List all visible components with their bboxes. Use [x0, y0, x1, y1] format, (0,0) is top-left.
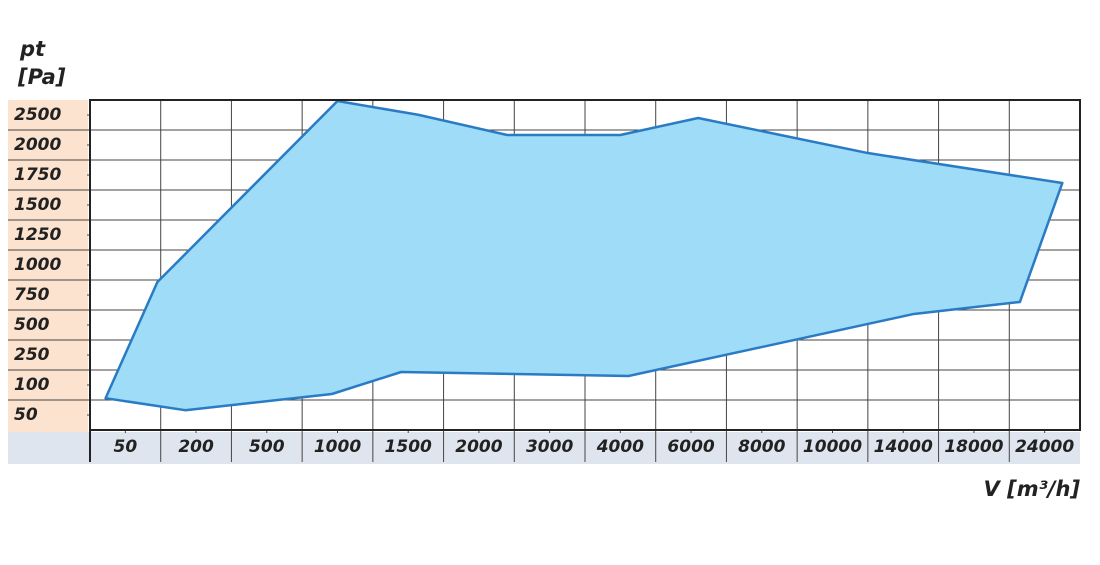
y-tick-label: 250	[14, 345, 50, 365]
x-axis-title: V [m³/h]	[984, 477, 1081, 501]
y-tick-label: 50	[14, 405, 38, 425]
y-tick-label: 2000	[14, 135, 61, 155]
y-tick-label: 1500	[14, 195, 61, 215]
x-tick-label: 10000	[803, 437, 862, 457]
x-tick-label: 18000	[944, 437, 1003, 457]
x-tick-label: 6000	[667, 437, 714, 457]
x-tick-label: 500	[249, 437, 285, 457]
y-tick-label: 1000	[14, 255, 61, 275]
y-tick-label: 1250	[14, 225, 61, 245]
x-tick-label: 200	[178, 437, 214, 457]
y-tick-label: 750	[14, 285, 50, 305]
x-tick-label: 1000	[314, 437, 361, 457]
x-tick-label: 3000	[526, 437, 573, 457]
x-tick-label: 4000	[596, 437, 644, 457]
x-tick-label: 8000	[738, 437, 785, 457]
x-tick-label: 1500	[385, 437, 432, 457]
y-tick-label: 500	[14, 315, 50, 335]
plot-frame	[89, 99, 1081, 431]
y-tick-label: 2500	[14, 105, 61, 125]
y-tick-label: 1750	[14, 165, 61, 185]
area	[104, 99, 1064, 412]
y-axis-title: pt	[19, 37, 46, 61]
x-tick-label: 2000	[455, 437, 502, 457]
x-tick-label: 14000	[874, 437, 933, 457]
x-tick-label: 50	[114, 437, 138, 457]
y-axis-unit: [Pa]	[17, 65, 66, 89]
y-label-band	[8, 100, 88, 432]
y-tick-label: 100	[14, 375, 50, 395]
x-label-band	[8, 432, 1080, 464]
x-tick-label: 24000	[1015, 437, 1074, 457]
